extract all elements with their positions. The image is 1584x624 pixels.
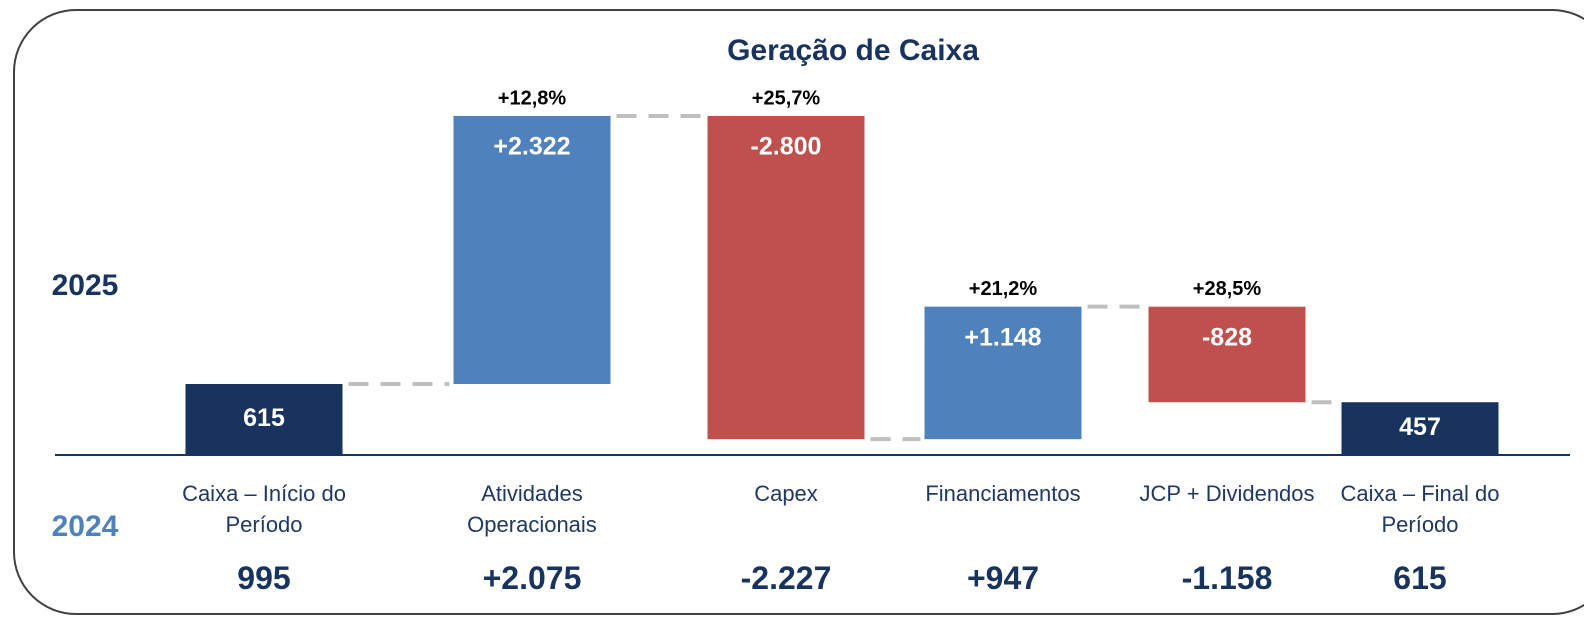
bar bbox=[1148, 306, 1306, 403]
bar bbox=[707, 116, 865, 440]
bar bbox=[1341, 402, 1499, 455]
series-name: 2024 bbox=[52, 510, 119, 543]
prior-value: +947 bbox=[966, 560, 1040, 596]
bar bbox=[924, 306, 1082, 440]
category-label: Capex bbox=[754, 481, 818, 506]
prior-value: -2.227 bbox=[740, 560, 832, 596]
value-label: 615 bbox=[243, 404, 285, 432]
growth-label: +25,7% bbox=[752, 87, 821, 109]
chart-title: Geração de Caixa bbox=[727, 34, 979, 67]
growth-label: +12,8% bbox=[498, 87, 567, 109]
value-label: 457 bbox=[1399, 413, 1441, 441]
prior-value: +2.075 bbox=[482, 560, 582, 596]
category-label: Caixa – Final do Período bbox=[1340, 481, 1500, 537]
category-label: Financiamentos bbox=[925, 481, 1081, 506]
value-label: +2.322 bbox=[493, 133, 570, 161]
frame bbox=[13, 9, 1584, 615]
growth-label: +21,2% bbox=[969, 278, 1038, 300]
value-label: +1.148 bbox=[964, 323, 1041, 351]
value-label: -828 bbox=[1202, 323, 1252, 351]
bar bbox=[453, 116, 611, 385]
bar bbox=[185, 384, 343, 455]
growth-label: +28,5% bbox=[1193, 278, 1262, 300]
category-label: Atividades Operacionais bbox=[467, 481, 597, 537]
series-name: 2025 bbox=[52, 269, 119, 302]
prior-value: -1.158 bbox=[1181, 560, 1273, 596]
prior-value: 995 bbox=[237, 560, 291, 596]
category-label: JCP + Dividendos bbox=[1139, 481, 1315, 506]
category-label: Caixa – Início do Período bbox=[182, 481, 346, 537]
prior-value: 615 bbox=[1393, 560, 1447, 596]
value-label: -2.800 bbox=[751, 133, 822, 161]
